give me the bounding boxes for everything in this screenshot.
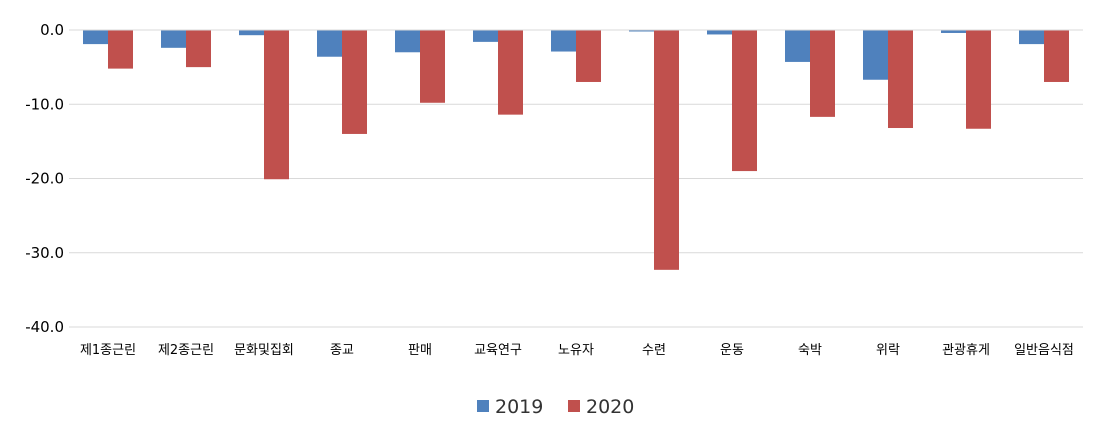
bar-2020 (966, 30, 991, 129)
bar-2019 (785, 30, 810, 62)
x-tick-label: 운동 (720, 343, 744, 358)
x-tick-label: 일반음식점 (1014, 343, 1074, 358)
y-tick-label: -40.0 (25, 318, 64, 336)
bar-2020 (186, 30, 211, 68)
bars (83, 30, 1069, 270)
bar-2019 (629, 30, 654, 32)
bar-2019 (863, 30, 888, 80)
x-tick-label: 종교 (330, 343, 354, 358)
x-tick-label: 노유자 (558, 343, 594, 358)
bar-2019 (551, 30, 576, 52)
bar-2019 (317, 30, 342, 57)
bar-2019 (707, 30, 732, 35)
bar-2020 (654, 30, 679, 270)
bar-2020 (264, 30, 289, 180)
bar-2020 (810, 30, 835, 117)
x-tick-label: 수련 (642, 343, 666, 358)
y-tick-label: -20.0 (25, 170, 64, 188)
bar-2020 (342, 30, 367, 134)
bar-2019 (473, 30, 498, 42)
x-tick-label: 교육연구 (474, 343, 522, 358)
x-tick-label: 위락 (876, 343, 900, 358)
x-tick-label: 문화및집회 (234, 343, 294, 358)
x-tick-label: 숙박 (798, 343, 822, 358)
x-tick-label: 관광휴게 (942, 343, 990, 358)
legend-label-2020: 2020 (586, 396, 634, 418)
y-tick-label: -10.0 (25, 95, 64, 113)
bar-2020 (108, 30, 133, 69)
bar-2020 (420, 30, 445, 103)
bar-2020 (888, 30, 913, 129)
legend-swatch-2020 (568, 400, 580, 412)
bar-2020 (732, 30, 757, 172)
bar-2019 (83, 30, 108, 45)
y-tick-label: -30.0 (25, 244, 64, 262)
legend: 2019 2020 (477, 396, 634, 418)
bar-2019 (161, 30, 186, 48)
y-tick-label: 0.0 (40, 21, 64, 39)
legend-label-2019: 2019 (495, 396, 543, 418)
bar-2020 (498, 30, 523, 115)
x-tick-label: 제2종근린 (158, 343, 214, 358)
gridlines (69, 103, 1083, 328)
axes: 0.0 -10.0 -20.0 -30.0 -40.0 제1종근린 제2종근린 문화및집회 종교… (25, 21, 1083, 358)
x-tick-label: 판매 (408, 343, 432, 358)
bar-2019 (239, 30, 264, 36)
bar-2019 (941, 30, 966, 33)
bar-2019 (1019, 30, 1044, 45)
legend-swatch-2019 (477, 400, 489, 412)
bar-2020 (576, 30, 601, 82)
x-tick-label: 제1종근린 (80, 343, 136, 358)
bar-2019 (395, 30, 420, 53)
bar-2020 (1044, 30, 1069, 82)
